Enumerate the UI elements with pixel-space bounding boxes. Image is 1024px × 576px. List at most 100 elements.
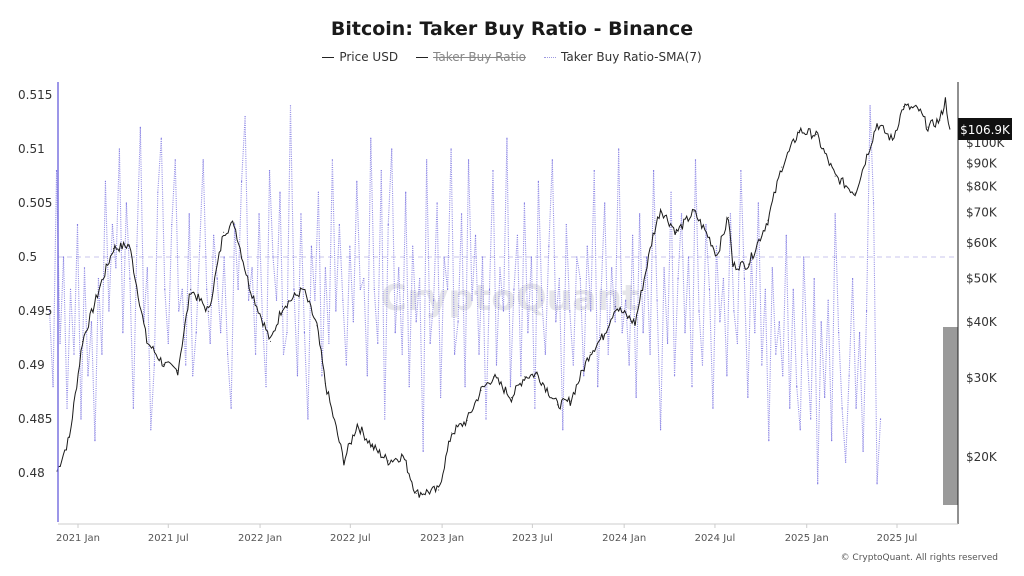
sma-point <box>656 299 658 301</box>
sma-point <box>380 170 382 172</box>
copyright: © CryptoQuant. All rights reserved <box>840 553 998 563</box>
sma-point <box>370 137 372 139</box>
sma-point <box>331 159 333 161</box>
legend-item-taker-buy-ratio[interactable]: Taker Buy Ratio <box>416 50 526 64</box>
sma-point <box>446 288 449 290</box>
dotted-swatch-icon <box>544 56 556 58</box>
sma-point <box>600 288 602 290</box>
sma-point <box>90 321 93 323</box>
sma-point <box>817 483 819 485</box>
sma-point <box>254 353 257 355</box>
sma-point <box>97 278 100 280</box>
left-axis-tick-label: 0.485 <box>18 412 52 426</box>
sma-point <box>509 386 512 388</box>
sma-point <box>597 386 599 388</box>
x-axis-tick-label: 2025 Jul <box>877 533 918 544</box>
price-point <box>146 340 148 342</box>
sma-point <box>338 224 340 226</box>
sma-point <box>467 159 470 161</box>
sma-point <box>185 364 187 366</box>
sma-point <box>642 332 644 334</box>
right-axis-tick-label: $20K <box>966 450 998 464</box>
sma-point <box>663 267 665 269</box>
x-axis-tick-label: 2024 Jan <box>602 533 646 544</box>
sma-point <box>565 224 567 226</box>
line-swatch-icon <box>416 56 429 58</box>
price-point <box>233 222 235 224</box>
sma-point <box>377 342 379 344</box>
sma-point <box>576 256 578 258</box>
sma-point <box>178 310 180 312</box>
sma-point <box>52 386 54 388</box>
price-point <box>892 139 894 141</box>
price-point <box>190 288 192 290</box>
sma-point <box>209 342 211 344</box>
sma-point <box>879 418 882 420</box>
sma-point <box>670 191 672 193</box>
x-axis-tick-label: 2023 Jul <box>512 533 553 544</box>
line-swatch-icon <box>322 56 335 58</box>
sma-point <box>387 224 389 226</box>
sma-point <box>62 256 65 258</box>
sma-point <box>520 375 522 377</box>
sma-point <box>422 450 424 452</box>
sma-point <box>852 278 854 280</box>
sma-point <box>841 407 843 409</box>
sma-point <box>69 288 72 290</box>
price-point <box>99 284 101 286</box>
sma-point <box>572 364 574 366</box>
legend-item-sma[interactable]: Taker Buy Ratio-SMA(7) <box>544 50 702 64</box>
sma-point <box>412 245 414 247</box>
right-axis-tick-label: $80K <box>966 180 998 194</box>
sma-point <box>244 116 246 118</box>
sma-point <box>485 418 487 420</box>
sma-point <box>303 332 306 334</box>
sma-point <box>768 440 770 442</box>
sma-point <box>157 191 159 193</box>
sma-point <box>806 353 808 355</box>
sma-point <box>307 418 309 420</box>
price-point <box>708 238 710 240</box>
legend-item-price[interactable]: Price USD <box>322 50 398 64</box>
sma-point <box>775 353 777 355</box>
sma-point <box>118 148 120 150</box>
sma-point <box>583 375 585 377</box>
sma-point <box>251 267 253 269</box>
sma-point <box>153 364 155 366</box>
legend-label: Taker Buy Ratio-SMA(7) <box>561 50 702 64</box>
sma-point <box>384 418 386 420</box>
sma-point <box>590 310 592 312</box>
x-axis-tick-label: 2022 Jan <box>238 533 282 544</box>
sma-point <box>530 256 532 258</box>
sma-point <box>652 170 655 172</box>
right-axis-tick-label: $50K <box>966 271 998 285</box>
sma-point <box>464 386 466 388</box>
sma-point <box>139 126 141 128</box>
sma-point <box>729 213 732 215</box>
sma-point <box>740 170 742 172</box>
sma-series <box>48 105 882 485</box>
sma-point <box>677 278 679 280</box>
sma-point <box>188 213 190 215</box>
sma-point <box>516 234 519 236</box>
sma-point <box>586 245 588 247</box>
sma-point <box>687 256 690 258</box>
sma-point <box>108 310 110 312</box>
sma-point <box>761 364 763 366</box>
sma-point <box>684 332 686 334</box>
price-point <box>223 231 225 233</box>
sma-point <box>342 299 344 301</box>
sma-point <box>314 299 316 301</box>
sma-point <box>433 299 435 301</box>
price-point <box>208 310 210 312</box>
sma-point <box>195 332 197 334</box>
left-axis-tick-label: 0.48 <box>18 466 45 480</box>
sma-point <box>544 353 546 355</box>
range-highlight <box>943 327 958 505</box>
sma-point <box>782 375 784 377</box>
x-axis-tick-label: 2021 Jan <box>56 533 100 544</box>
sma-point <box>743 278 745 280</box>
sma-point <box>136 245 138 247</box>
x-axis-tick-label: 2021 Jul <box>148 533 189 544</box>
